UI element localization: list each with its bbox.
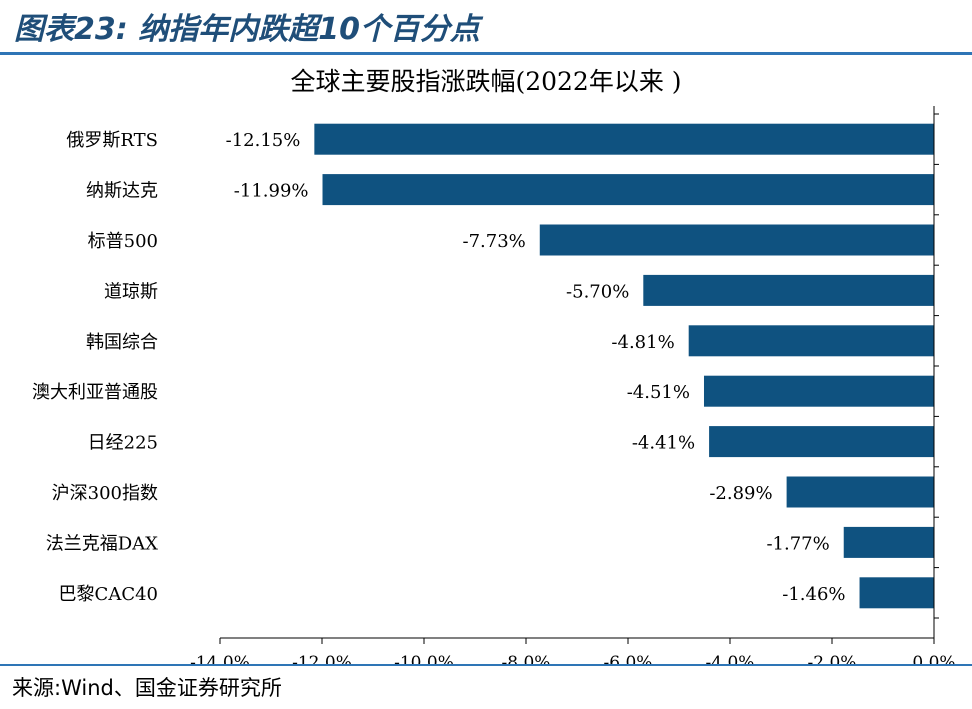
data-label: -1.77% — [766, 533, 829, 554]
bar-7 — [709, 426, 934, 458]
data-label: -1.46% — [782, 584, 845, 605]
category-label: 道琼斯 — [104, 281, 158, 302]
bar-5 — [688, 325, 934, 357]
category-label: 澳大利亚普通股 — [32, 382, 158, 403]
bar-chart: 全球主要股指涨跌幅(2022年以来 ) -12.15% -11.99% -7.73%… — [32, 67, 956, 673]
data-label: -2.89% — [709, 483, 772, 504]
x-tick-label: -2.0% — [808, 653, 857, 664]
data-label: -11.99% — [234, 181, 309, 202]
bar-9 — [843, 526, 934, 558]
chart-title: 全球主要股指涨跌幅(2022年以来 ) — [290, 67, 681, 96]
bar-4 — [643, 274, 934, 306]
data-label: -7.73% — [463, 231, 526, 252]
bar-8 — [786, 476, 934, 508]
chart-container: 全球主要股指涨跌幅(2022年以来 ) -12.15% -11.99% -7.73%… — [0, 56, 972, 673]
category-label: 日经225 — [88, 433, 158, 454]
category-label: 法兰克福DAX — [46, 533, 158, 554]
bar-2 — [322, 174, 934, 206]
x-tick-label: -4.0% — [706, 653, 755, 664]
data-labels-group: -12.15% -11.99% -7.73% -5.70% -4.81% -4.51% -4… — [226, 130, 846, 605]
category-label: 俄罗斯RTS — [66, 130, 158, 151]
x-tick-label: -6.0% — [604, 653, 653, 664]
bars-group — [314, 123, 935, 609]
figure-header: 图表23: 纳指年内跌超10个百分点 — [0, 0, 972, 56]
category-label: 沪深300指数 — [52, 483, 158, 504]
bar-1 — [314, 123, 935, 155]
x-tick-label: 0.0% — [912, 653, 955, 664]
x-tick-label: -10.0% — [394, 653, 454, 664]
bar-3 — [539, 224, 934, 256]
source-note: 来源:Wind、国金证券研究所 — [12, 676, 282, 700]
category-label: 韩国综合 — [86, 332, 158, 353]
header-rule — [0, 52, 972, 55]
axes-group — [219, 106, 939, 644]
x-tick-label: -8.0% — [502, 653, 551, 664]
data-label: -4.51% — [627, 382, 690, 403]
data-label: -4.41% — [632, 433, 695, 454]
data-label: -5.70% — [566, 281, 629, 302]
x-tick-label: -14.0% — [190, 653, 250, 664]
category-label: 纳斯达克 — [86, 181, 158, 202]
data-label: -4.81% — [611, 332, 674, 353]
footer-rule — [0, 664, 972, 666]
category-label: 巴黎CAC40 — [59, 584, 158, 605]
bar-10 — [859, 577, 934, 609]
figure-title: 图表23: 纳指年内跌超10个百分点 — [14, 12, 480, 47]
x-tick-label: -12.0% — [292, 653, 352, 664]
bar-6 — [703, 375, 934, 407]
tick-labels-group: -14.0% -12.0% -10.0% -8.0% -6.0% -4.0% -2.0% 0.… — [190, 653, 955, 673]
category-label: 标普500 — [88, 231, 158, 252]
data-label: -12.15% — [226, 130, 301, 151]
